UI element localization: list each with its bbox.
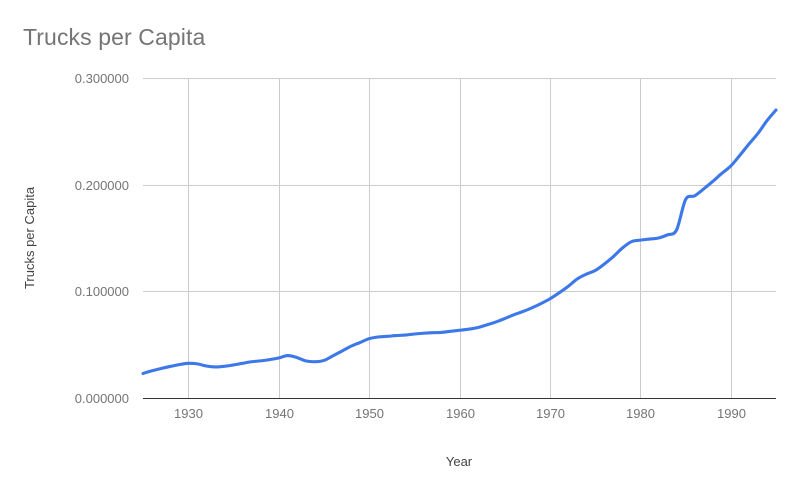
x-tick-label: 1980 [626, 406, 655, 421]
x-tick-label: 1990 [717, 406, 746, 421]
x-tick-label: 1960 [446, 406, 475, 421]
y-gridlines [143, 78, 776, 400]
x-axis-title: Year [446, 454, 473, 469]
x-tick-label: 1950 [355, 406, 384, 421]
x-tick-labels: 1930 1940 1950 1960 1970 1980 1990 [174, 406, 746, 421]
y-tick-label: 0.000000 [75, 391, 129, 406]
y-tick-labels: 0.000000 0.100000 0.200000 0.300000 [75, 71, 129, 406]
y-axis-title: Trucks per Capita [22, 186, 37, 289]
chart-title: Trucks per Capita [23, 24, 206, 50]
y-tick-label: 0.200000 [75, 178, 129, 193]
x-tick-label: 1930 [174, 406, 203, 421]
x-gridlines [188, 78, 732, 398]
y-tick-label: 0.300000 [75, 71, 129, 86]
data-series-line [141, 108, 778, 376]
y-tick-label: 0.100000 [75, 284, 129, 299]
x-tick-label: 1940 [265, 406, 294, 421]
x-tick-label: 1970 [536, 406, 565, 421]
